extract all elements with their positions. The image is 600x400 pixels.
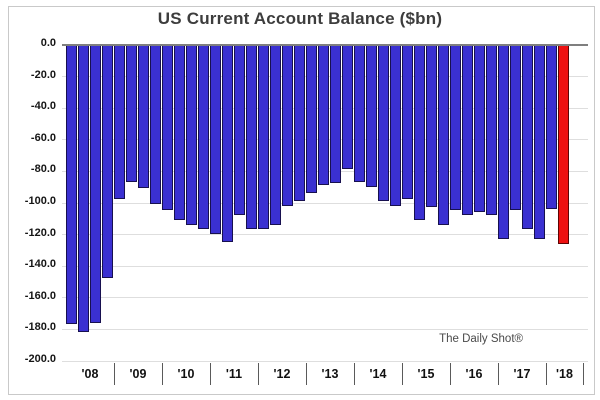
bar-12-q4 [294, 45, 305, 201]
gridline--140.0 [62, 265, 588, 267]
y-tick-label: -160.0 [24, 289, 56, 302]
bar-10-q3 [186, 45, 197, 225]
bar-11-q4 [246, 45, 257, 229]
bar-13-q2 [318, 45, 329, 185]
x-axis-separator [306, 363, 307, 385]
y-tick-label: -100.0 [24, 195, 56, 207]
x-year-label-18: '18 [556, 367, 573, 381]
bar-16-q4 [486, 45, 497, 215]
gridline--160.0 [62, 297, 588, 299]
bar-14-q1 [354, 45, 365, 182]
bar-08-q1 [66, 45, 77, 324]
gridline--100.0 [62, 202, 588, 204]
bar-17-q2 [510, 45, 521, 210]
y-tick-label: 0.0 [40, 37, 56, 49]
bar-15-q3 [426, 45, 437, 207]
x-axis-separator [402, 363, 403, 385]
bar-16-q3 [474, 45, 485, 212]
x-axis-separator [162, 363, 163, 385]
bar-12-q2 [270, 45, 281, 225]
bar-13-q3 [330, 45, 341, 183]
x-year-label-12: '12 [273, 367, 291, 381]
bar-14-q3 [378, 45, 389, 201]
bar-15-q4 [438, 45, 449, 225]
bar-11-q2 [222, 45, 233, 242]
x-axis-separator [258, 363, 259, 385]
bar-18-q2 [558, 45, 569, 244]
bar-09-q3 [138, 45, 149, 188]
bar-11-q1 [210, 45, 221, 234]
x-year-label-13: '13 [321, 367, 339, 381]
bar-17-q1 [498, 45, 509, 239]
gridline--120.0 [62, 234, 588, 236]
attribution-watermark: The Daily Shot® [439, 333, 523, 345]
x-year-label-10: '10 [177, 367, 195, 381]
y-tick-label: -80.0 [30, 163, 56, 176]
y-tick-label: -200.0 [24, 353, 56, 365]
bar-12-q3 [282, 45, 293, 206]
y-tick-label: -180.0 [24, 321, 56, 334]
bar-17-q3 [522, 45, 533, 229]
bar-12-q1 [258, 45, 269, 229]
bar-08-q2 [78, 45, 89, 332]
bar-17-q4 [534, 45, 545, 239]
x-year-label-17: '17 [513, 367, 531, 381]
x-axis-separator [354, 363, 355, 385]
chart-title: US Current Account Balance ($bn) [157, 9, 443, 28]
bar-09-q2 [126, 45, 137, 182]
bar-14-q2 [366, 45, 377, 187]
x-year-label-09: '09 [129, 367, 147, 381]
plot-area [62, 44, 588, 362]
bar-10-q1 [162, 45, 173, 210]
bar-13-q1 [306, 45, 317, 193]
x-year-label-14: '14 [369, 367, 387, 381]
bar-16-q2 [462, 45, 473, 215]
x-axis-separator-end [583, 363, 584, 385]
x-year-label-11: '11 [225, 367, 243, 381]
x-axis-separator [498, 363, 499, 385]
bar-08-q3 [90, 45, 101, 323]
y-tick-label: -60.0 [30, 131, 56, 144]
x-axis-separator [450, 363, 451, 385]
x-axis-separator [546, 363, 547, 385]
gridline--200.0 [62, 360, 588, 362]
bar-09-q1 [114, 45, 125, 199]
bar-14-q4 [390, 45, 401, 206]
x-axis-separator [210, 363, 211, 385]
x-year-label-15: '15 [417, 367, 435, 381]
bar-10-q4 [198, 45, 209, 229]
bar-09-q4 [150, 45, 161, 204]
bar-16-q1 [450, 45, 461, 210]
bar-13-q4 [342, 45, 353, 169]
bar-15-q2 [414, 45, 425, 220]
x-year-label-16: '16 [465, 367, 483, 381]
bar-18-q1 [546, 45, 557, 209]
x-year-label-08: '08 [81, 367, 99, 381]
bar-08-q4 [102, 45, 113, 278]
gridline--180.0 [62, 328, 588, 330]
bar-11-q3 [234, 45, 245, 215]
bar-10-q2 [174, 45, 185, 220]
y-tick-label: -140.0 [24, 258, 56, 271]
zero-axis-line [62, 44, 588, 46]
y-tick-label: -20.0 [30, 68, 56, 81]
x-axis-separator [114, 363, 115, 385]
bar-15-q1 [402, 45, 413, 199]
y-tick-label: -120.0 [24, 226, 56, 239]
y-tick-label: -40.0 [30, 100, 56, 113]
